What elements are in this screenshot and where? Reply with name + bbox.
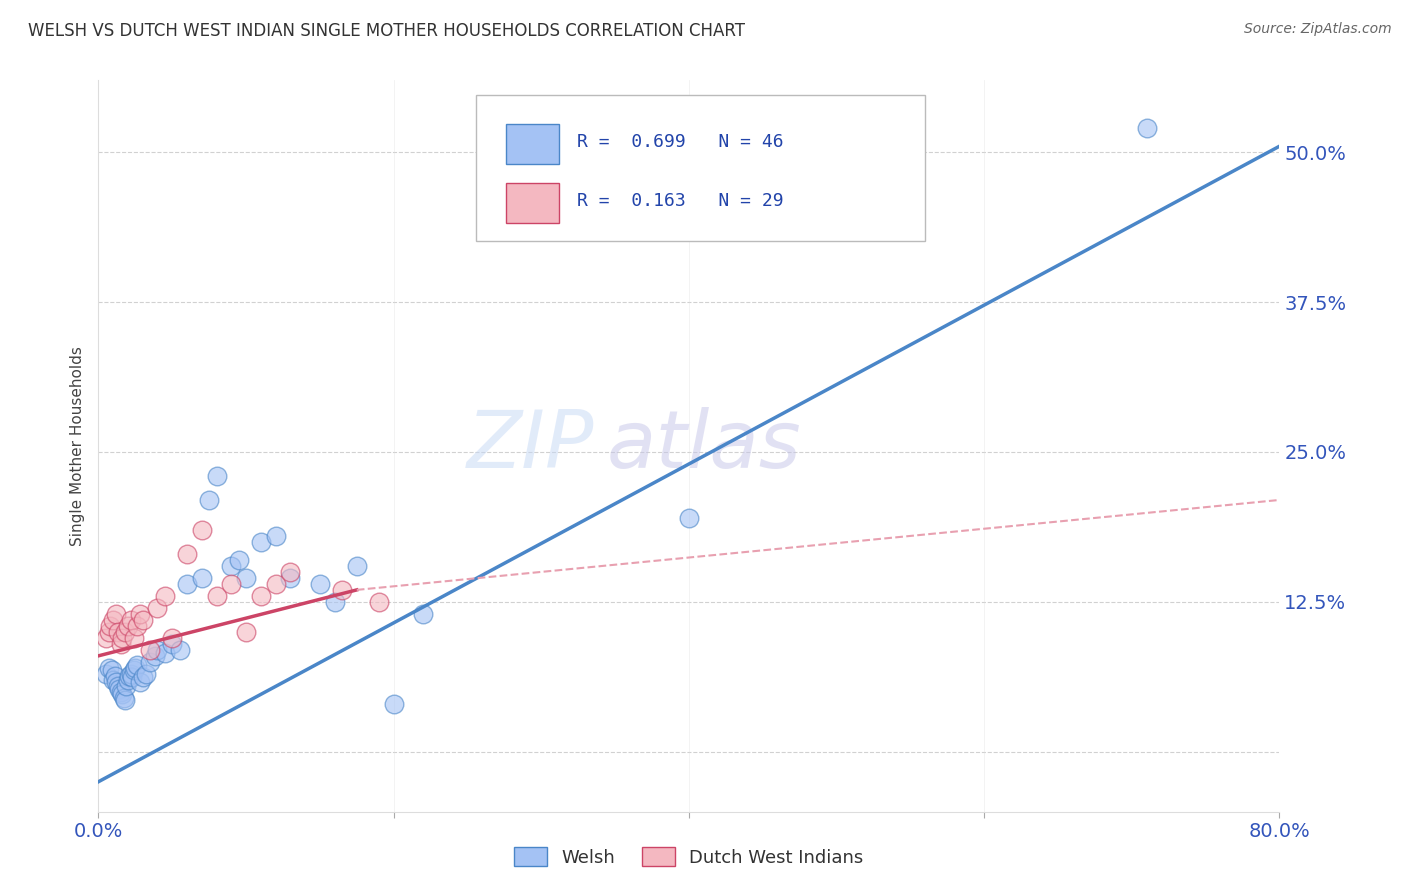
- Point: [205, 469, 228, 483]
- Point: [122, 663, 145, 677]
- Point: [135, 666, 157, 681]
- Point: [382, 697, 405, 711]
- Point: [98, 619, 121, 633]
- Point: [219, 577, 242, 591]
- Point: [198, 492, 221, 507]
- Point: [235, 571, 257, 585]
- Point: [120, 613, 142, 627]
- Point: [114, 693, 136, 707]
- Point: [94, 666, 117, 681]
- Point: [169, 643, 191, 657]
- Point: [110, 637, 132, 651]
- Point: [110, 685, 132, 699]
- Point: [100, 663, 122, 677]
- Point: [176, 547, 198, 561]
- Point: [330, 582, 353, 597]
- Y-axis label: Single Mother Households: Single Mother Households: [70, 346, 86, 546]
- Point: [412, 607, 434, 621]
- Point: [219, 558, 242, 573]
- Point: [143, 648, 166, 663]
- Point: [139, 655, 162, 669]
- FancyBboxPatch shape: [506, 124, 560, 164]
- Point: [114, 624, 136, 639]
- Point: [309, 577, 332, 591]
- Point: [128, 675, 150, 690]
- Point: [250, 535, 273, 549]
- Point: [125, 619, 148, 633]
- Point: [115, 679, 138, 693]
- Point: [278, 565, 302, 579]
- Point: [228, 553, 250, 567]
- Point: [125, 658, 148, 673]
- Point: [97, 624, 120, 639]
- Point: [117, 619, 139, 633]
- Point: [146, 643, 169, 657]
- Point: [124, 661, 146, 675]
- Point: [153, 647, 176, 661]
- Point: [1135, 121, 1157, 136]
- Point: [323, 595, 346, 609]
- Point: [112, 690, 135, 705]
- Point: [118, 669, 141, 683]
- Point: [132, 613, 155, 627]
- Legend: Welsh, Dutch West Indians: Welsh, Dutch West Indians: [505, 838, 873, 876]
- Point: [107, 624, 129, 639]
- Point: [121, 670, 143, 684]
- Point: [108, 682, 131, 697]
- Point: [162, 631, 183, 645]
- Text: R =  0.163   N = 29: R = 0.163 N = 29: [576, 192, 783, 210]
- Point: [264, 529, 287, 543]
- Point: [139, 643, 162, 657]
- Point: [111, 687, 134, 701]
- Point: [128, 607, 150, 621]
- FancyBboxPatch shape: [506, 183, 560, 223]
- Point: [278, 571, 302, 585]
- Point: [94, 631, 117, 645]
- Point: [120, 666, 142, 681]
- Point: [107, 679, 129, 693]
- Point: [191, 523, 214, 537]
- Text: atlas: atlas: [606, 407, 801, 485]
- Point: [191, 571, 214, 585]
- Point: [205, 589, 228, 603]
- Point: [346, 558, 368, 573]
- Point: [97, 661, 120, 675]
- Text: Source: ZipAtlas.com: Source: ZipAtlas.com: [1244, 22, 1392, 37]
- Text: ZIP: ZIP: [467, 407, 595, 485]
- Point: [105, 607, 128, 621]
- FancyBboxPatch shape: [477, 95, 925, 241]
- Point: [153, 589, 176, 603]
- Point: [368, 595, 391, 609]
- Point: [235, 624, 257, 639]
- Text: R =  0.699   N = 46: R = 0.699 N = 46: [576, 134, 783, 152]
- Point: [103, 673, 125, 687]
- Point: [122, 631, 145, 645]
- Point: [111, 631, 134, 645]
- Point: [264, 577, 287, 591]
- Point: [117, 673, 139, 687]
- Point: [250, 589, 273, 603]
- Point: [105, 675, 128, 690]
- Text: WELSH VS DUTCH WEST INDIAN SINGLE MOTHER HOUSEHOLDS CORRELATION CHART: WELSH VS DUTCH WEST INDIAN SINGLE MOTHER…: [28, 22, 745, 40]
- Point: [176, 577, 198, 591]
- Point: [162, 637, 183, 651]
- Point: [146, 600, 169, 615]
- Point: [104, 669, 127, 683]
- Point: [678, 511, 700, 525]
- Point: [103, 613, 125, 627]
- Point: [132, 670, 155, 684]
